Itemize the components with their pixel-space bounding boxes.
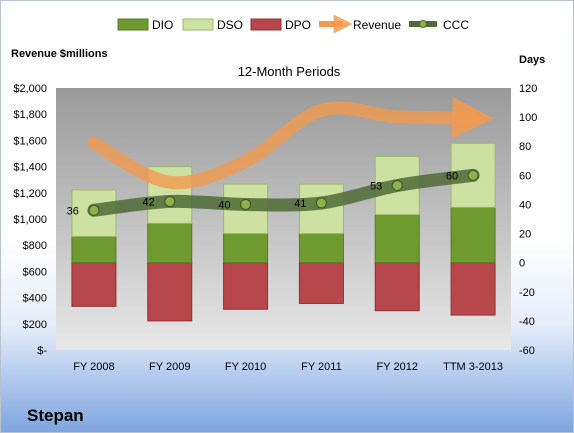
ccc-point	[315, 197, 327, 209]
category-axis: FY 2008 FY 2009 FY 2010 FY 2011 FY 2012 TTM 3…	[73, 361, 503, 373]
ccc-data-label: 36	[67, 205, 79, 217]
legend-swatch-dso	[182, 18, 214, 31]
left-tick-label: $400	[23, 293, 47, 305]
ccc-data-label: 40	[218, 199, 230, 211]
left-tick-label: $800	[23, 240, 47, 252]
left-tick-label: $1,000	[13, 214, 47, 226]
left-tick-label: $600	[23, 266, 47, 278]
dpo-bar	[450, 262, 496, 316]
ccc-point	[391, 180, 403, 192]
left-axis-title: Revenue $millions	[11, 48, 108, 60]
lines: 36 42 40 41 53 60	[67, 96, 494, 217]
right-tick-label: -20	[519, 287, 535, 299]
ccc-point	[164, 196, 176, 208]
dio-bar	[223, 233, 269, 264]
left-tick-label: $1,200	[13, 188, 47, 200]
right-tick-label: 100	[519, 112, 537, 124]
category-label: FY 2011	[301, 361, 342, 373]
dio-bar	[71, 235, 117, 264]
category-label: FY 2009	[149, 361, 190, 373]
legend-label-dpo: DPO	[285, 18, 311, 32]
ccc-data-label: 41	[294, 198, 306, 210]
right-axis: 120 100 80 60 40 20 0 -20 -40 -60	[519, 83, 537, 357]
dpo-bar	[374, 262, 420, 312]
legend-label-ccc: CCC	[443, 18, 469, 32]
category-label: FY 2010	[225, 361, 266, 373]
legend: DIO DSO DPO Revenue CCC	[117, 14, 469, 34]
right-tick-label: 40	[519, 199, 531, 211]
left-tick-label: $1,400	[13, 162, 47, 174]
legend-swatch-dio	[117, 18, 149, 31]
ccc-data-label: 53	[370, 181, 382, 193]
left-axis: $2,000 $1,800 $1,600 $1,400 $1,200 $1,000 $800…	[13, 83, 47, 357]
ccc-data-label: 60	[446, 170, 458, 182]
right-tick-label: 0	[519, 258, 525, 270]
dio-bar	[450, 206, 496, 264]
category-label: TTM 3-2013	[443, 361, 503, 373]
company-name: Stepan	[27, 406, 84, 425]
right-tick-label: -60	[519, 345, 535, 357]
legend-label-revenue: Revenue	[353, 18, 401, 32]
dpo-bar	[147, 262, 193, 322]
right-tick-label: -40	[519, 316, 535, 328]
right-tick-label: 120	[519, 83, 537, 95]
legend-swatch-dpo	[250, 18, 282, 31]
bars	[71, 142, 496, 322]
left-tick-label: $1,800	[13, 109, 47, 121]
ccc-point	[467, 169, 479, 181]
legend-label-dio: DIO	[152, 18, 173, 32]
right-tick-label: 80	[519, 141, 531, 153]
category-label: FY 2012	[377, 361, 418, 373]
left-tick-label: $2,000	[13, 83, 47, 95]
right-axis-title: Days	[519, 54, 545, 66]
left-tick-label: $200	[23, 319, 47, 331]
dio-bar	[374, 214, 420, 264]
legend-swatch-ccc-marker	[419, 20, 427, 28]
ccc-point	[88, 204, 100, 216]
chart-title: 12-Month Periods	[238, 64, 341, 79]
left-tick-label: $-	[37, 345, 47, 357]
left-tick-label: $1,600	[13, 135, 47, 147]
category-label: FY 2008	[73, 361, 114, 373]
dio-bar	[147, 222, 193, 264]
dpo-bar	[223, 262, 269, 310]
ccc-point	[240, 198, 252, 210]
dpo-bar	[298, 262, 344, 304]
right-tick-label: 60	[519, 170, 531, 182]
ccc-line	[87, 168, 480, 217]
right-tick-label: 20	[519, 229, 531, 241]
legend-label-dso: DSO	[217, 18, 243, 32]
dpo-bar	[71, 262, 117, 307]
dio-bar	[298, 233, 344, 264]
revenue-line	[87, 96, 494, 190]
ccc-data-label: 42	[143, 197, 155, 209]
